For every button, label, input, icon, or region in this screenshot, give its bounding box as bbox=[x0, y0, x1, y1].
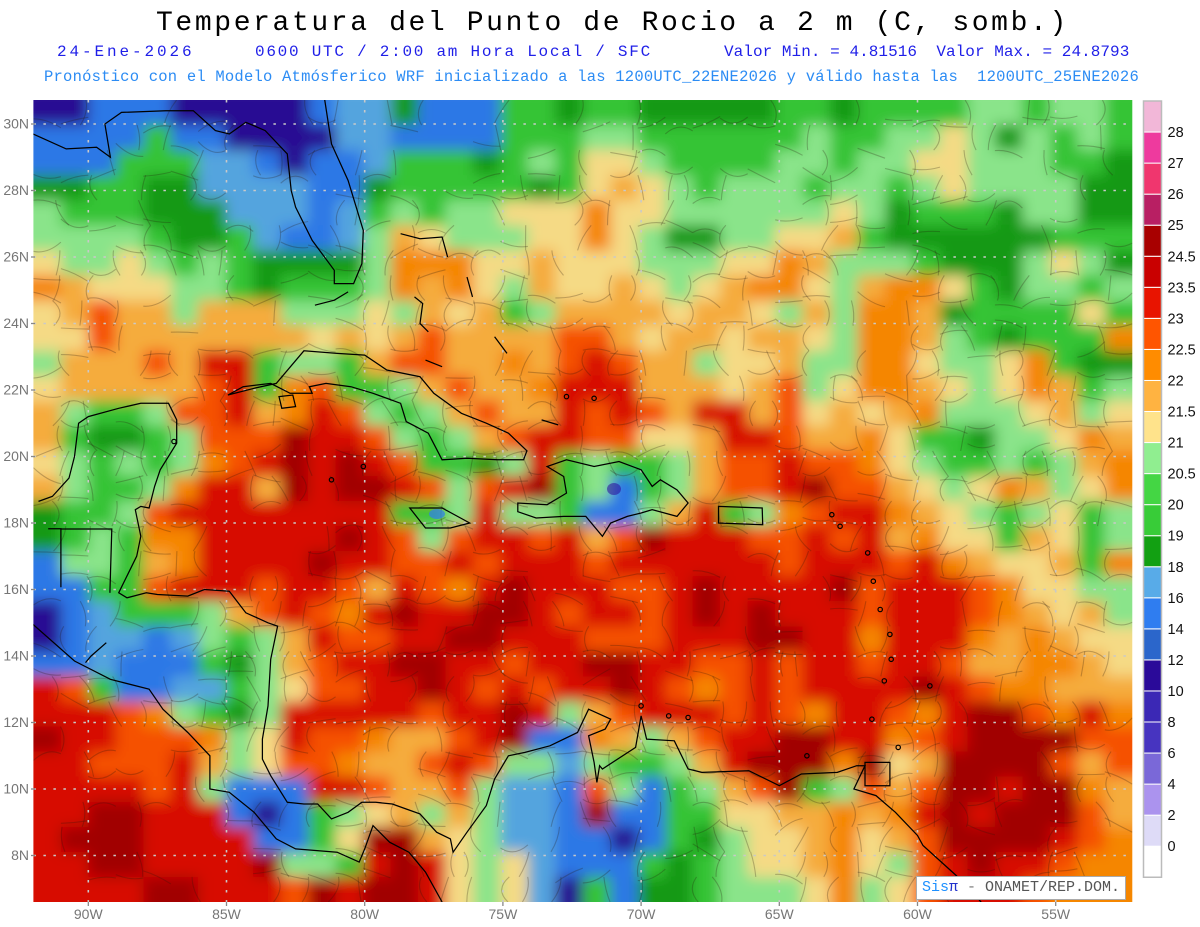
svg-text:55W: 55W bbox=[1041, 906, 1071, 922]
svg-text:30N: 30N bbox=[3, 116, 29, 132]
svg-text:27: 27 bbox=[1168, 156, 1184, 172]
svg-text:26N: 26N bbox=[3, 249, 29, 265]
svg-text:70W: 70W bbox=[627, 906, 657, 922]
svg-text:12: 12 bbox=[1168, 653, 1184, 669]
svg-text:80W: 80W bbox=[350, 906, 380, 922]
svg-text:19: 19 bbox=[1168, 529, 1184, 545]
svg-text:6: 6 bbox=[1168, 746, 1176, 762]
svg-text:28: 28 bbox=[1168, 125, 1184, 141]
svg-text:14: 14 bbox=[1168, 622, 1184, 638]
svg-text:18: 18 bbox=[1168, 560, 1184, 576]
svg-text:60W: 60W bbox=[903, 906, 933, 922]
svg-text:22.5: 22.5 bbox=[1168, 342, 1196, 358]
svg-text:8N: 8N bbox=[11, 847, 29, 863]
svg-text:28N: 28N bbox=[3, 182, 29, 198]
svg-text:10N: 10N bbox=[3, 781, 29, 797]
svg-text:4: 4 bbox=[1168, 777, 1176, 793]
svg-text:10: 10 bbox=[1168, 684, 1184, 700]
svg-text:22N: 22N bbox=[3, 382, 29, 398]
svg-text:14N: 14N bbox=[3, 648, 29, 664]
svg-text:12N: 12N bbox=[3, 714, 29, 730]
svg-text:26: 26 bbox=[1168, 187, 1184, 203]
svg-text:22: 22 bbox=[1168, 373, 1184, 389]
svg-text:23.5: 23.5 bbox=[1168, 280, 1196, 296]
svg-text:2: 2 bbox=[1168, 808, 1176, 824]
svg-text:18N: 18N bbox=[3, 515, 29, 531]
svg-text:16: 16 bbox=[1168, 591, 1184, 607]
svg-text:90W: 90W bbox=[74, 906, 104, 922]
svg-text:23: 23 bbox=[1168, 311, 1184, 327]
svg-text:85W: 85W bbox=[212, 906, 242, 922]
svg-text:20.5: 20.5 bbox=[1168, 467, 1196, 483]
svg-text:0: 0 bbox=[1168, 839, 1176, 855]
svg-text:21: 21 bbox=[1168, 436, 1184, 452]
svg-text:20: 20 bbox=[1168, 498, 1184, 514]
svg-text:24.5: 24.5 bbox=[1168, 249, 1196, 265]
svg-text:20N: 20N bbox=[3, 448, 29, 464]
svg-text:8: 8 bbox=[1168, 715, 1176, 731]
svg-text:16N: 16N bbox=[3, 581, 29, 597]
svg-text:21.5: 21.5 bbox=[1168, 405, 1196, 421]
svg-text:65W: 65W bbox=[765, 906, 795, 922]
svg-text:25: 25 bbox=[1168, 218, 1184, 234]
svg-text:75W: 75W bbox=[489, 906, 519, 922]
svg-text:24N: 24N bbox=[3, 315, 29, 331]
